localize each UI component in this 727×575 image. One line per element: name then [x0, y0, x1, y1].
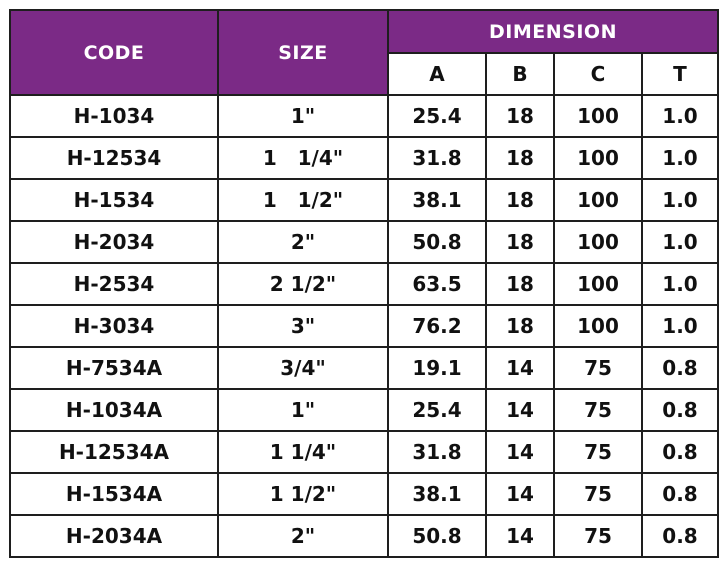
a-column-header: A	[387, 52, 487, 96]
c-cell: 75	[553, 346, 643, 390]
a-cell: 19.1	[387, 346, 487, 390]
size-column-header: SIZE	[217, 9, 389, 96]
size-cell: 1 1/2"	[217, 472, 389, 516]
c-cell: 100	[553, 94, 643, 138]
table-row: H-2534 2 1/2" 63.5 18 100 1.0	[9, 262, 719, 306]
b-cell: 18	[485, 304, 555, 348]
b-cell: 18	[485, 220, 555, 264]
t-column-header: T	[641, 52, 719, 96]
table-row: H-12534 1 1/4" 31.8 18 100 1.0	[9, 136, 719, 180]
a-cell: 63.5	[387, 262, 487, 306]
table-row: H-2034 2" 50.8 18 100 1.0	[9, 220, 719, 264]
code-cell: H-1034A	[9, 388, 219, 432]
table-row: H-1034 1" 25.4 18 100 1.0	[9, 94, 719, 138]
size-cell: 1 1/4"	[217, 430, 389, 474]
size-cell: 1"	[217, 94, 389, 138]
a-cell: 25.4	[387, 94, 487, 138]
size-cell: 2 1/2"	[217, 262, 389, 306]
c-cell: 100	[553, 178, 643, 222]
code-cell: H-2034	[9, 220, 219, 264]
size-cell: 3/4"	[217, 346, 389, 390]
code-cell: H-3034	[9, 304, 219, 348]
t-cell: 0.8	[641, 514, 719, 558]
a-cell: 31.8	[387, 136, 487, 180]
table-row: H-1534 1 1/2" 38.1 18 100 1.0	[9, 178, 719, 222]
b-cell: 14	[485, 514, 555, 558]
table-row: H-1034A 1" 25.4 14 75 0.8	[9, 388, 719, 432]
b-cell: 18	[485, 94, 555, 138]
size-cell: 2"	[217, 220, 389, 264]
t-cell: 0.8	[641, 430, 719, 474]
code-column-header: CODE	[9, 9, 219, 96]
table-row: H-1534A 1 1/2" 38.1 14 75 0.8	[9, 472, 719, 516]
c-cell: 100	[553, 220, 643, 264]
b-cell: 18	[485, 262, 555, 306]
t-cell: 0.8	[641, 388, 719, 432]
b-cell: 18	[485, 136, 555, 180]
dimension-group-header: DIMENSION	[387, 9, 719, 54]
t-cell: 1.0	[641, 220, 719, 264]
code-cell: H-12534	[9, 136, 219, 180]
code-cell: H-1534	[9, 178, 219, 222]
b-column-header: B	[485, 52, 555, 96]
spec-table-container: CODE SIZE DIMENSION A B C T H-1034 1" 25…	[9, 9, 719, 558]
dimension-spec-table: CODE SIZE DIMENSION A B C T H-1034 1" 25…	[9, 9, 719, 558]
t-cell: 1.0	[641, 262, 719, 306]
c-cell: 75	[553, 388, 643, 432]
a-cell: 31.8	[387, 430, 487, 474]
a-cell: 50.8	[387, 514, 487, 558]
t-cell: 1.0	[641, 178, 719, 222]
a-cell: 76.2	[387, 304, 487, 348]
size-cell: 1 1/4"	[217, 136, 389, 180]
b-cell: 18	[485, 178, 555, 222]
c-cell: 100	[553, 136, 643, 180]
table-row: H-2034A 2" 50.8 14 75 0.8	[9, 514, 719, 558]
table-row: H-3034 3" 76.2 18 100 1.0	[9, 304, 719, 348]
header-row-top: CODE SIZE DIMENSION	[9, 9, 719, 96]
a-cell: 38.1	[387, 472, 487, 516]
size-cell: 1"	[217, 388, 389, 432]
c-column-header: C	[553, 52, 643, 96]
c-cell: 75	[553, 430, 643, 474]
a-cell: 38.1	[387, 178, 487, 222]
b-cell: 14	[485, 346, 555, 390]
c-cell: 75	[553, 472, 643, 516]
t-cell: 1.0	[641, 94, 719, 138]
b-cell: 14	[485, 430, 555, 474]
table-row: H-7534A 3/4" 19.1 14 75 0.8	[9, 346, 719, 390]
c-cell: 100	[553, 262, 643, 306]
c-cell: 100	[553, 304, 643, 348]
size-cell: 1 1/2"	[217, 178, 389, 222]
c-cell: 75	[553, 514, 643, 558]
size-cell: 3"	[217, 304, 389, 348]
table-row: H-12534A 1 1/4" 31.8 14 75 0.8	[9, 430, 719, 474]
code-cell: H-2034A	[9, 514, 219, 558]
t-cell: 1.0	[641, 136, 719, 180]
b-cell: 14	[485, 388, 555, 432]
t-cell: 0.8	[641, 346, 719, 390]
t-cell: 0.8	[641, 472, 719, 516]
code-cell: H-12534A	[9, 430, 219, 474]
code-cell: H-7534A	[9, 346, 219, 390]
a-cell: 50.8	[387, 220, 487, 264]
t-cell: 1.0	[641, 304, 719, 348]
code-cell: H-2534	[9, 262, 219, 306]
code-cell: H-1534A	[9, 472, 219, 516]
code-cell: H-1034	[9, 94, 219, 138]
a-cell: 25.4	[387, 388, 487, 432]
header-row-sub: A B C T	[10, 52, 719, 96]
b-cell: 14	[485, 472, 555, 516]
size-cell: 2"	[217, 514, 389, 558]
